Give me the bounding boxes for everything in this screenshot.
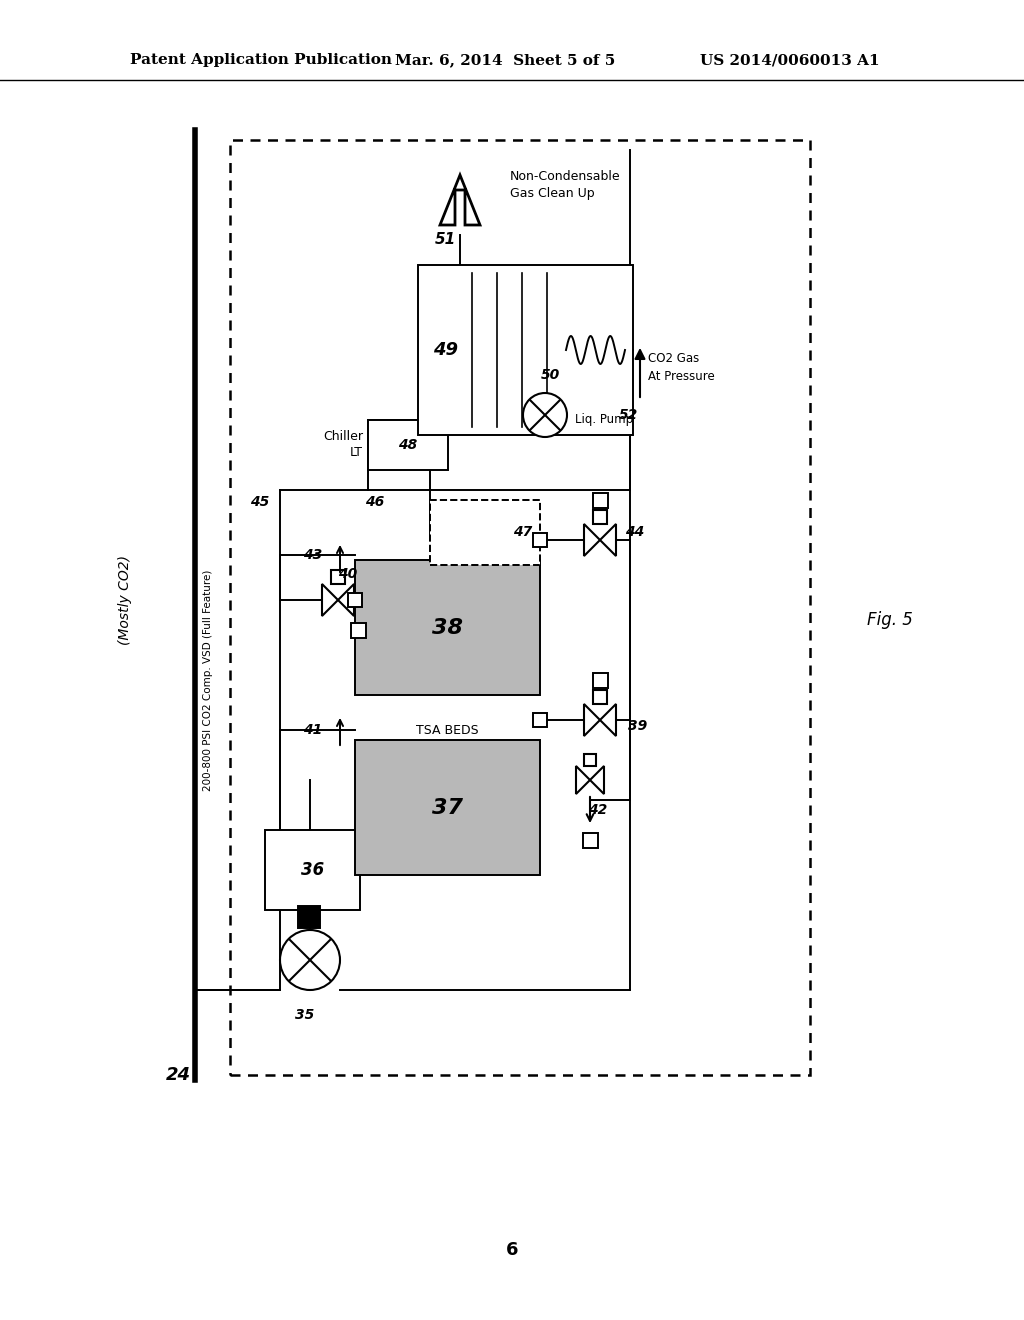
Polygon shape xyxy=(600,704,616,737)
Circle shape xyxy=(523,393,567,437)
Text: Patent Application Publication: Patent Application Publication xyxy=(130,53,392,67)
Polygon shape xyxy=(338,583,354,616)
Text: 200-800 PSI CO2 Comp. VSD (Full Feature): 200-800 PSI CO2 Comp. VSD (Full Feature) xyxy=(203,569,213,791)
FancyBboxPatch shape xyxy=(265,830,360,909)
Text: 49: 49 xyxy=(433,341,459,359)
Text: Fig. 5: Fig. 5 xyxy=(867,611,913,630)
FancyBboxPatch shape xyxy=(534,533,547,546)
Polygon shape xyxy=(600,524,616,556)
FancyBboxPatch shape xyxy=(593,492,607,507)
Text: 41: 41 xyxy=(303,723,322,737)
Text: Mar. 6, 2014  Sheet 5 of 5: Mar. 6, 2014 Sheet 5 of 5 xyxy=(395,53,615,67)
FancyBboxPatch shape xyxy=(230,140,810,1074)
FancyBboxPatch shape xyxy=(418,265,633,436)
Text: 40: 40 xyxy=(338,568,357,581)
Text: 39: 39 xyxy=(628,719,647,733)
Polygon shape xyxy=(584,524,600,556)
FancyBboxPatch shape xyxy=(584,754,596,766)
Text: 47: 47 xyxy=(513,525,532,540)
FancyBboxPatch shape xyxy=(430,500,540,565)
FancyBboxPatch shape xyxy=(583,833,597,847)
Text: 24: 24 xyxy=(166,1067,190,1084)
Text: 45: 45 xyxy=(250,495,269,510)
Text: 46: 46 xyxy=(365,495,384,510)
Text: TSA BEDS: TSA BEDS xyxy=(416,723,478,737)
Text: 52: 52 xyxy=(618,408,638,422)
Polygon shape xyxy=(322,583,338,616)
Polygon shape xyxy=(440,176,480,224)
Polygon shape xyxy=(575,766,590,795)
Text: 51: 51 xyxy=(434,232,456,248)
FancyBboxPatch shape xyxy=(534,713,547,727)
FancyBboxPatch shape xyxy=(348,593,362,607)
Text: 42: 42 xyxy=(589,803,607,817)
FancyBboxPatch shape xyxy=(593,672,607,688)
Text: 38: 38 xyxy=(432,618,463,638)
FancyBboxPatch shape xyxy=(355,560,540,696)
Text: 50: 50 xyxy=(541,368,560,381)
FancyBboxPatch shape xyxy=(593,511,607,524)
Text: 35: 35 xyxy=(295,1008,314,1022)
Polygon shape xyxy=(584,704,600,737)
Text: 36: 36 xyxy=(301,861,325,879)
FancyBboxPatch shape xyxy=(368,420,449,470)
FancyBboxPatch shape xyxy=(355,741,540,875)
Text: US 2014/0060013 A1: US 2014/0060013 A1 xyxy=(700,53,880,67)
Text: 43: 43 xyxy=(303,548,322,562)
Polygon shape xyxy=(590,766,604,795)
Text: (Mostly CO2): (Mostly CO2) xyxy=(118,554,132,645)
Text: Liq. Pump: Liq. Pump xyxy=(575,412,633,425)
Text: 6: 6 xyxy=(506,1241,518,1259)
Text: CO2 Gas
At Pressure: CO2 Gas At Pressure xyxy=(648,352,715,384)
Text: Chiller: Chiller xyxy=(323,430,362,444)
FancyBboxPatch shape xyxy=(331,570,345,583)
Circle shape xyxy=(280,931,340,990)
Text: Non-Condensable
Gas Clean Up: Non-Condensable Gas Clean Up xyxy=(510,169,621,201)
FancyBboxPatch shape xyxy=(593,690,607,704)
FancyBboxPatch shape xyxy=(350,623,366,638)
Text: LT: LT xyxy=(350,446,362,459)
FancyBboxPatch shape xyxy=(298,906,319,928)
Text: 44: 44 xyxy=(625,525,644,539)
Text: 37: 37 xyxy=(432,797,463,817)
Text: 48: 48 xyxy=(398,438,418,451)
